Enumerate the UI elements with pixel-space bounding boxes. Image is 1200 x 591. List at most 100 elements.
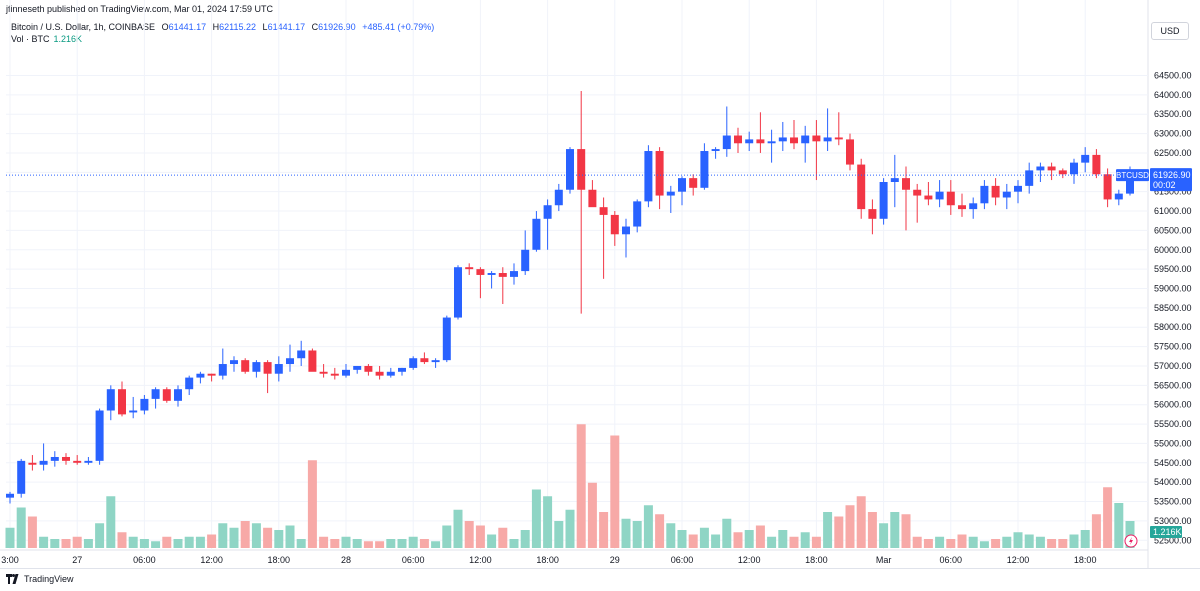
candle-body (174, 389, 182, 401)
volume-bar (621, 518, 631, 548)
x-tick-label: 06:00 (402, 555, 425, 565)
candle-body (398, 367, 406, 372)
y-tick-label: 64000.00 (1154, 90, 1192, 100)
x-tick-label: 06:00 (940, 555, 963, 565)
y-tick-label: 53000.00 (1154, 516, 1192, 526)
volume-bar (587, 482, 597, 548)
x-tick-label: Mar (876, 555, 892, 565)
candle-body (790, 137, 798, 144)
chart-grid (0, 0, 1149, 568)
candle-body (1092, 154, 1101, 175)
candle-body (106, 389, 115, 411)
tradingview-brand[interactable]: TradingView (6, 574, 74, 584)
volume-bar (251, 523, 261, 548)
candle-body (241, 360, 250, 372)
candle-body (678, 178, 686, 192)
candle-body (969, 203, 978, 210)
candle-body (73, 460, 82, 463)
candle-body (666, 191, 675, 196)
last-price-label: 61926.90 (1153, 170, 1191, 180)
x-tick-label: 12:00 (738, 555, 761, 565)
y-tick-label: 59500.00 (1154, 264, 1192, 274)
volume-bar (207, 534, 217, 548)
volume-bar (655, 514, 665, 548)
y-tick-label: 61000.00 (1154, 206, 1192, 216)
y-tick-label: 55500.00 (1154, 419, 1192, 429)
volume-bar (330, 539, 340, 548)
last-price-badge (1150, 168, 1192, 192)
open-label: O (161, 22, 169, 32)
volume-bar (397, 539, 407, 548)
volume-bar (1035, 536, 1045, 548)
candle-body (1081, 154, 1090, 163)
candle-body (386, 371, 395, 376)
volume-bar (352, 539, 362, 548)
volume-bar (1114, 503, 1124, 548)
candle-body (431, 360, 440, 363)
candle-body (6, 493, 14, 498)
candle-body (734, 135, 742, 144)
y-tick-label: 60000.00 (1154, 245, 1192, 255)
candlestick-chart[interactable]: 64500.00 64000.00 63500.00 63000.00 62500.00… (0, 0, 1200, 568)
volume-bar (666, 523, 676, 548)
change-value: +485.41 (+0.79%) (362, 22, 435, 32)
volume-bar (218, 523, 228, 548)
candle-body (913, 189, 922, 196)
y-tick-label: 62500.00 (1154, 148, 1192, 158)
volume-bar (162, 536, 172, 548)
time-axis: 3:00 27 06:00 12:00 18:00 28 06:00 12:00 18:00 29… (1, 555, 1096, 565)
volume-bars (5, 424, 1135, 548)
candle-body (129, 410, 138, 413)
candle-body (644, 151, 653, 202)
volume-bar (184, 536, 194, 548)
volume-bar (699, 527, 709, 548)
symbol-badge-label: BTCUSD (1116, 171, 1149, 180)
y-tick-label: 63500.00 (1154, 109, 1192, 119)
candle-body (633, 201, 642, 227)
volume-bar (229, 527, 239, 548)
candle-body (409, 358, 418, 368)
lightning-bolt (1129, 537, 1133, 545)
volume-label[interactable]: Vol · BTC (11, 34, 50, 44)
candle-body (834, 137, 843, 140)
volume-bar (296, 539, 306, 548)
candle-body (1103, 174, 1112, 200)
candle-body (28, 462, 37, 465)
candle-body (745, 139, 754, 144)
volume-legend: Vol · BTC 1.216K (11, 34, 82, 44)
volume-bar (1091, 514, 1101, 548)
symbol-label[interactable]: Bitcoin / U.S. Dollar, 1h, COINBASE (11, 22, 156, 32)
currency-button[interactable]: USD (1151, 22, 1189, 40)
candle-body (308, 350, 317, 372)
volume-bar (487, 534, 497, 548)
candle-body (1014, 185, 1022, 192)
volume-bar (307, 460, 317, 548)
volume-bar (890, 512, 900, 548)
volume-bar (834, 516, 844, 548)
candle-body (330, 373, 339, 376)
volume-bar (386, 539, 396, 548)
candle-body (812, 135, 821, 142)
y-tick-label: 56500.00 (1154, 380, 1192, 390)
volume-bar (711, 534, 721, 548)
volume-bar (1069, 534, 1079, 548)
candle-body (353, 365, 362, 370)
candle-body (17, 460, 26, 494)
x-tick-label: 18:00 (1074, 555, 1097, 565)
candle-body (890, 178, 899, 182)
candle-body (1070, 162, 1078, 175)
x-tick-label: 06:00 (133, 555, 156, 565)
x-tick-label: 18:00 (268, 555, 291, 565)
y-tick-label: 57500.00 (1154, 342, 1192, 352)
candle-body (599, 207, 608, 215)
volume-bar (554, 521, 564, 548)
volume-bar (867, 512, 877, 548)
volume-bar (677, 530, 687, 548)
volume-bar (195, 536, 205, 548)
volume-bar (5, 527, 15, 548)
volume-badge (1150, 526, 1182, 538)
candle-body (577, 149, 586, 190)
volume-bar (744, 530, 754, 548)
volume-bar (39, 536, 49, 548)
volume-bar (475, 525, 485, 548)
